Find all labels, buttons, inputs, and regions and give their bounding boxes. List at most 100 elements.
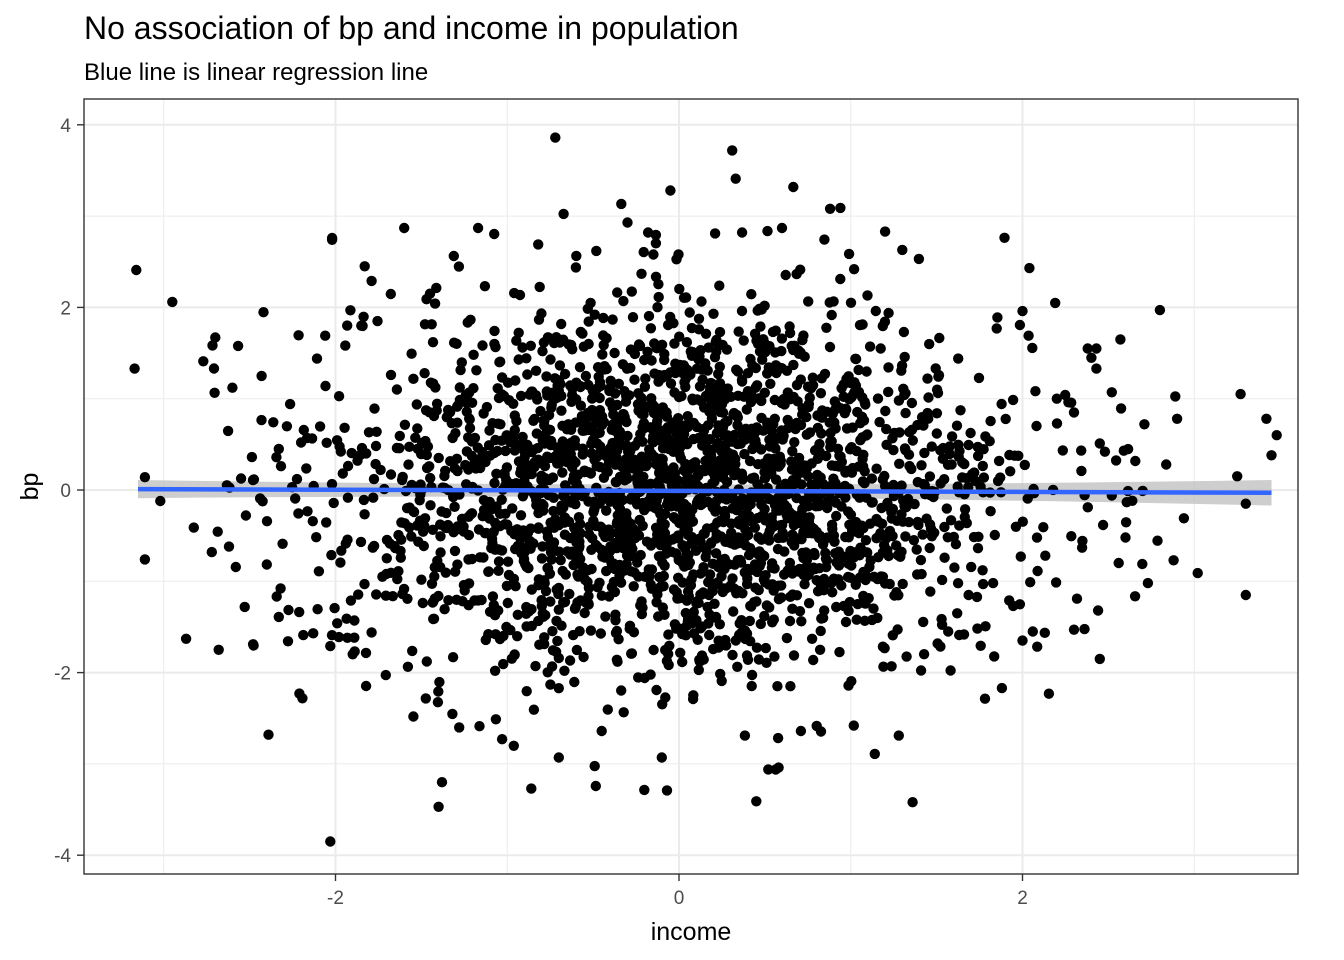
data-point: [428, 613, 440, 624]
data-point: [737, 616, 748, 628]
data-point: [474, 552, 486, 563]
data-point: [585, 625, 597, 636]
data-point: [393, 529, 404, 541]
data-point: [501, 430, 512, 441]
data-point: [811, 720, 822, 732]
data-point: [552, 451, 564, 462]
data-point: [901, 651, 912, 662]
data-point: [385, 288, 396, 300]
data-point: [586, 438, 597, 449]
data-point: [753, 584, 764, 596]
data-point: [931, 428, 942, 439]
data-point: [414, 495, 425, 506]
data-point: [1091, 363, 1102, 374]
data-point: [763, 535, 775, 546]
data-point: [313, 566, 325, 577]
data-point: [622, 454, 633, 465]
data-point: [553, 385, 565, 397]
data-point: [766, 558, 778, 569]
data-point: [622, 525, 633, 537]
data-point: [715, 668, 726, 680]
data-point: [658, 581, 669, 592]
data-point: [489, 338, 500, 350]
data-point: [924, 471, 936, 482]
data-point: [603, 553, 615, 564]
data-point: [633, 571, 644, 582]
data-point: [557, 565, 568, 577]
data-point: [530, 660, 541, 672]
data-point: [697, 374, 708, 385]
data-point: [687, 395, 699, 406]
data-point: [448, 250, 459, 262]
data-point: [539, 578, 550, 589]
data-point: [789, 540, 800, 551]
data-point: [570, 417, 581, 428]
data-point: [536, 498, 548, 509]
data-point: [314, 421, 326, 432]
data-point: [787, 603, 798, 614]
data-point: [503, 569, 515, 581]
data-point: [864, 341, 876, 352]
data-point: [899, 351, 910, 363]
data-point: [606, 581, 618, 593]
data-point: [668, 584, 680, 595]
data-point: [723, 559, 735, 570]
data-point: [852, 598, 863, 610]
data-point: [708, 308, 719, 319]
data-point: [498, 630, 509, 642]
data-point: [480, 509, 491, 520]
data-point: [515, 510, 527, 521]
data-point: [449, 545, 461, 557]
data-point: [996, 398, 1007, 410]
data-point: [805, 383, 817, 394]
data-point: [643, 402, 655, 413]
data-point: [491, 521, 502, 532]
data-point: [540, 585, 552, 597]
data-point: [953, 439, 964, 450]
data-point: [433, 452, 444, 464]
data-point: [1000, 413, 1011, 425]
data-point: [596, 590, 607, 601]
data-point: [258, 307, 269, 318]
data-point: [448, 337, 460, 348]
data-point: [139, 472, 151, 483]
data-point: [661, 785, 673, 796]
data-point: [835, 273, 846, 285]
data-point: [248, 474, 260, 485]
data-point: [595, 628, 606, 639]
data-point: [804, 567, 815, 578]
data-point: [466, 397, 478, 408]
data-point: [1129, 591, 1141, 602]
data-point: [961, 473, 972, 484]
data-point: [642, 451, 654, 462]
data-point: [479, 281, 491, 292]
data-point: [576, 411, 588, 422]
data-point: [546, 402, 557, 413]
data-point: [397, 471, 408, 483]
data-point: [489, 325, 500, 337]
data-point: [755, 321, 766, 332]
data-point: [987, 577, 999, 589]
data-point: [477, 340, 488, 351]
data-point: [301, 463, 312, 474]
data-point: [556, 500, 567, 511]
data-point: [425, 472, 436, 484]
data-point: [900, 407, 911, 419]
y-tick-label: 4: [60, 116, 71, 137]
data-point: [702, 420, 714, 431]
data-point: [733, 326, 744, 337]
data-point: [413, 536, 424, 547]
data-point: [722, 430, 733, 441]
data-point: [931, 408, 943, 419]
data-point: [924, 542, 935, 554]
data-point: [714, 280, 725, 291]
data-point: [602, 704, 613, 715]
data-point: [879, 316, 891, 327]
data-point: [445, 456, 456, 467]
data-point: [545, 679, 556, 690]
data-point: [320, 330, 331, 341]
data-point: [339, 422, 350, 433]
data-point: [879, 226, 891, 237]
data-point: [578, 651, 589, 663]
data-point: [993, 455, 1005, 467]
